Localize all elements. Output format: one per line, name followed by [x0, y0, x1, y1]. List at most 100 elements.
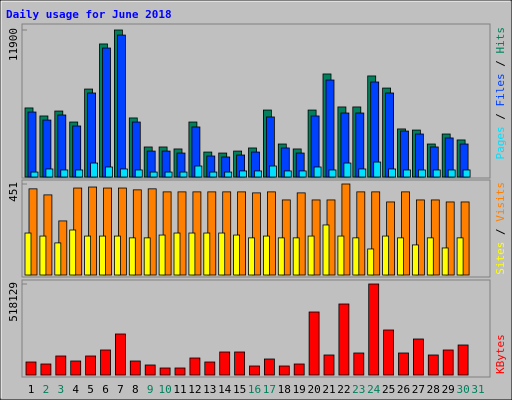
- bar: [188, 232, 196, 276]
- x-tick-label: 4: [72, 383, 79, 396]
- bar: [341, 183, 351, 276]
- x-tick-label: 7: [117, 383, 124, 396]
- bar: [368, 283, 380, 376]
- bar: [173, 232, 181, 276]
- bar: [218, 232, 226, 276]
- bar: [120, 168, 128, 178]
- legend: KBytes: [494, 334, 507, 374]
- bar: [233, 234, 241, 276]
- bar: [55, 355, 67, 376]
- bar: [144, 364, 156, 376]
- bar: [164, 171, 173, 178]
- bar: [69, 229, 77, 276]
- bar: [254, 170, 262, 178]
- x-tick-label: 23: [352, 383, 365, 396]
- bar: [462, 169, 471, 178]
- bar: [204, 361, 216, 376]
- y-tick-label: 451: [7, 182, 20, 202]
- x-tick-label: 1: [28, 383, 35, 396]
- x-tick-label: 8: [132, 383, 139, 396]
- legend: Sites / Visits: [494, 182, 507, 275]
- bar: [401, 191, 410, 276]
- x-tick-label: 3: [57, 383, 64, 396]
- bar: [249, 365, 260, 376]
- bar: [100, 349, 111, 376]
- bar: [158, 234, 166, 276]
- bar: [194, 165, 203, 178]
- x-tick-label: 12: [188, 383, 201, 396]
- bar: [343, 162, 352, 178]
- bar: [430, 199, 440, 276]
- bar: [99, 235, 106, 276]
- x-tick-label: 2: [43, 383, 50, 396]
- legend-entry: KBytes: [494, 334, 507, 374]
- bar: [72, 125, 82, 178]
- bar: [325, 79, 335, 178]
- bar: [40, 363, 52, 376]
- x-tick-label: 24: [367, 383, 381, 396]
- bar: [219, 351, 231, 376]
- bar: [323, 354, 335, 376]
- bar: [103, 187, 112, 276]
- bar: [114, 235, 121, 276]
- bar: [268, 165, 277, 178]
- bar: [415, 199, 425, 276]
- x-tick-label: 9: [147, 383, 154, 396]
- bar: [338, 303, 350, 376]
- bar: [209, 171, 218, 178]
- x-tick-label: 5: [87, 383, 94, 396]
- bar: [179, 171, 188, 178]
- bar: [234, 351, 246, 376]
- legend-entry: Hits: [494, 27, 507, 54]
- bar: [27, 111, 37, 178]
- bar: [457, 344, 469, 376]
- bar: [54, 242, 62, 276]
- bar: [118, 187, 127, 276]
- bar: [313, 166, 322, 178]
- bar: [358, 168, 367, 178]
- bar: [105, 166, 113, 178]
- bar: [237, 191, 247, 276]
- bar: [355, 112, 365, 178]
- x-tick-label: 22: [337, 383, 350, 396]
- bar: [263, 358, 275, 376]
- bar: [308, 311, 320, 376]
- bar: [134, 169, 143, 178]
- bar: [383, 329, 395, 376]
- x-tick-label: 18: [278, 383, 291, 396]
- bar: [388, 168, 397, 178]
- bar: [39, 235, 47, 276]
- bar: [356, 191, 366, 276]
- bar: [129, 360, 141, 376]
- bar: [277, 237, 285, 276]
- legend-entry: Visits: [494, 182, 507, 222]
- x-tick-label: 6: [102, 383, 109, 396]
- bar: [367, 248, 375, 276]
- bar: [292, 237, 300, 276]
- legend-entry: Pages: [494, 126, 507, 159]
- bar: [441, 247, 449, 276]
- bar: [70, 360, 82, 376]
- x-tick-label: 21: [322, 383, 335, 396]
- bar: [427, 354, 439, 376]
- bar: [24, 232, 32, 276]
- bar: [307, 235, 315, 276]
- bar: [353, 352, 365, 376]
- legend: Pages / Files / Hits: [494, 27, 507, 160]
- bar: [224, 171, 233, 178]
- y-tick-label: 11900: [7, 28, 20, 61]
- bar: [412, 338, 424, 376]
- x-tick-label: 29: [442, 383, 455, 396]
- bar: [373, 161, 382, 178]
- bar: [60, 169, 69, 178]
- bar: [174, 367, 186, 376]
- bar: [385, 92, 395, 178]
- x-tick-label: 11: [173, 383, 186, 396]
- bar: [203, 232, 211, 276]
- x-tick-label: 10: [158, 383, 171, 396]
- bar: [322, 224, 330, 276]
- bar: [28, 188, 38, 276]
- bar: [147, 188, 157, 276]
- x-tick-label: 15: [233, 383, 246, 396]
